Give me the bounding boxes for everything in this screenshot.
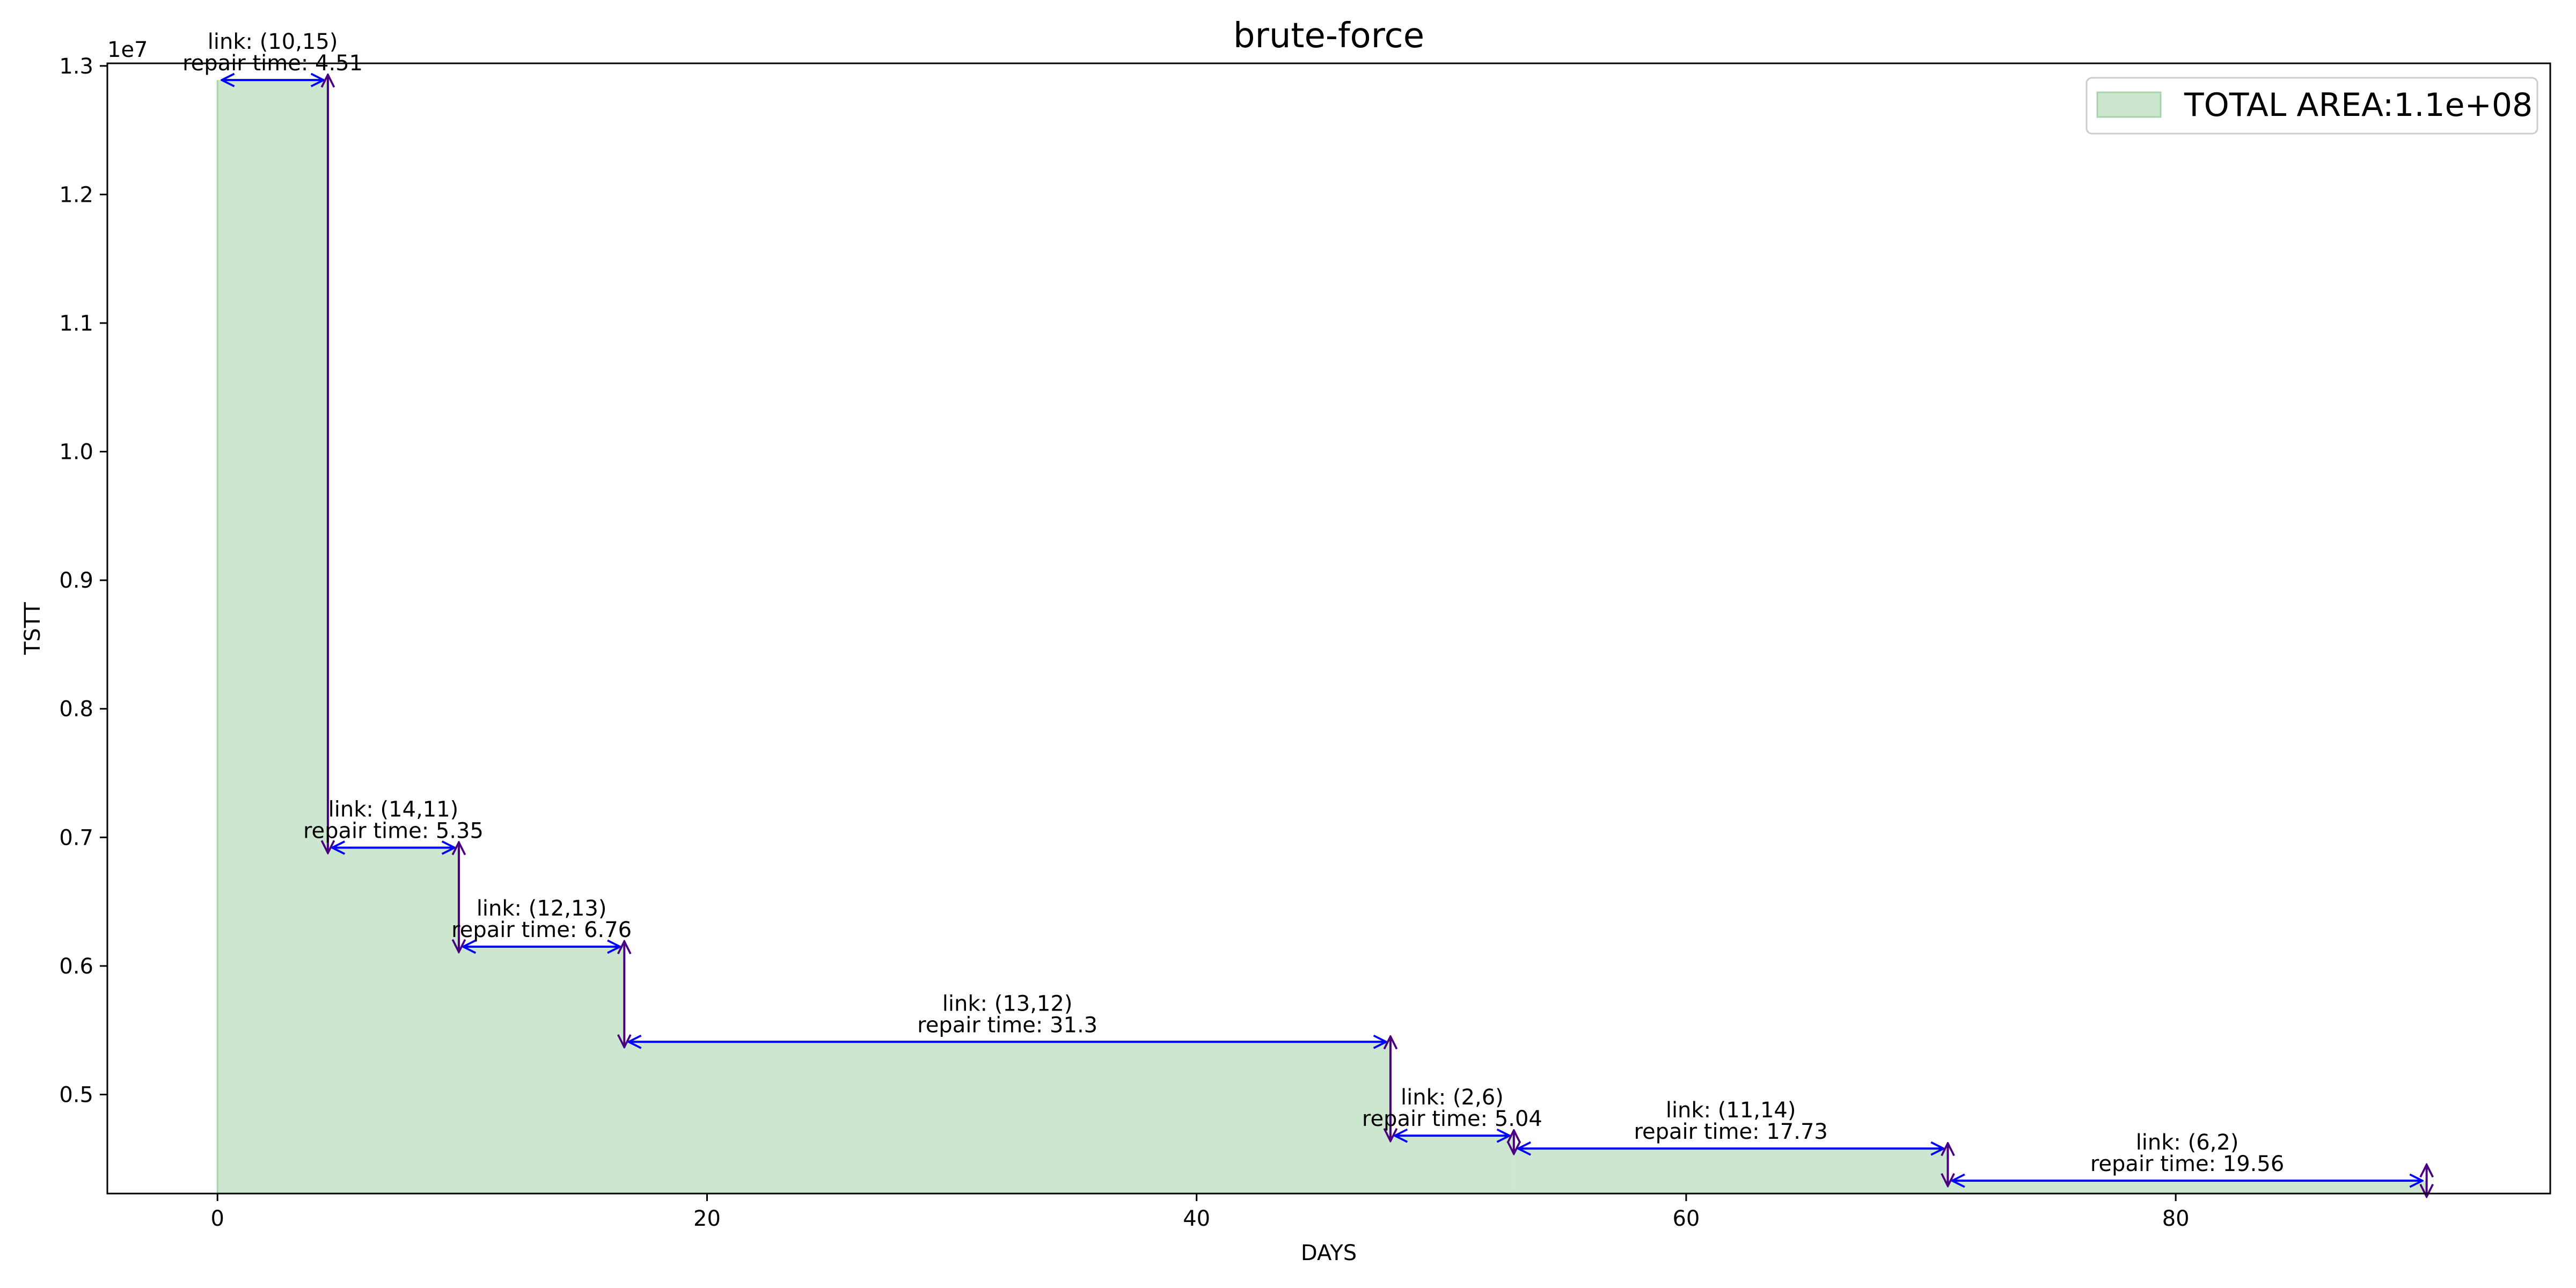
annotation-link-2: link: (12,13) — [477, 896, 607, 921]
annotation-arrow-layer — [222, 75, 2426, 1197]
area-step-0 — [217, 80, 328, 1194]
y-tick-label-6: 1.1 — [59, 311, 93, 336]
y-tick-label-5: 1.0 — [59, 440, 93, 465]
annotation-repair-2: repair time: 6.76 — [451, 918, 632, 942]
annotation-repair-4: repair time: 5.04 — [1362, 1107, 1542, 1131]
y-tick-label-4: 0.9 — [59, 568, 93, 593]
x-tick-label-3: 60 — [1672, 1206, 1700, 1231]
legend-swatch — [2096, 91, 2162, 118]
y-tick-label-0: 0.5 — [59, 1083, 93, 1108]
axes: 0 20 40 60 80 0.5 0.6 0.7 0.8 0.9 1.0 1.1 1.2 1.3 — [59, 54, 2551, 1231]
annotation-link-0: link: (10,15) — [208, 30, 338, 54]
x-tick-label-1: 20 — [693, 1206, 721, 1231]
annotation-link-6: link: (6,2) — [2136, 1130, 2239, 1155]
x-axis-label: DAYS — [1301, 1241, 1357, 1265]
annotation-repair-6: repair time: 19.56 — [2090, 1152, 2284, 1176]
area-step-1 — [327, 847, 459, 1194]
area-step-3 — [624, 1042, 1391, 1194]
area-step-5 — [1513, 1148, 1948, 1194]
y-tick-label-3: 0.8 — [59, 697, 93, 722]
annotation-repair-5: repair time: 17.73 — [1634, 1119, 1827, 1144]
annotation-link-4: link: (2,6) — [1401, 1085, 1504, 1110]
annotation-repair-3: repair time: 31.3 — [917, 1013, 1097, 1037]
legend-box — [2085, 77, 2538, 135]
area-step-4 — [1390, 1136, 1514, 1194]
annotation-link-3: link: (13,12) — [942, 991, 1073, 1016]
legend: TOTAL AREA:1.1e+08 — [2085, 77, 2538, 135]
legend-label: TOTAL AREA:1.1e+08 — [2184, 86, 2533, 124]
x-tick-label-2: 40 — [1183, 1206, 1210, 1231]
y-tick-label-1: 0.6 — [59, 954, 93, 979]
area-fill-layer — [216, 80, 2427, 1194]
y-tick-label-8: 1.3 — [59, 54, 93, 79]
x-tick-label-4: 80 — [2162, 1206, 2190, 1231]
chart-title: brute-force — [1233, 16, 1424, 56]
x-tick-label-0: 0 — [211, 1206, 224, 1231]
y-axis-scale-label: 1e7 — [107, 38, 148, 62]
area-step-2 — [458, 946, 625, 1194]
annotation-link-1: link: (14,11) — [328, 797, 459, 822]
y-axis-label: TSTT — [20, 602, 45, 655]
y-tick-label-2: 0.7 — [59, 825, 93, 850]
area-step-6 — [1948, 1181, 2427, 1194]
annotation-repair-1: repair time: 5.35 — [303, 819, 484, 844]
plot-frame — [106, 62, 2551, 1195]
annotation-link-5: link: (11,14) — [1666, 1098, 1796, 1123]
y-tick-label-7: 1.2 — [59, 182, 93, 207]
